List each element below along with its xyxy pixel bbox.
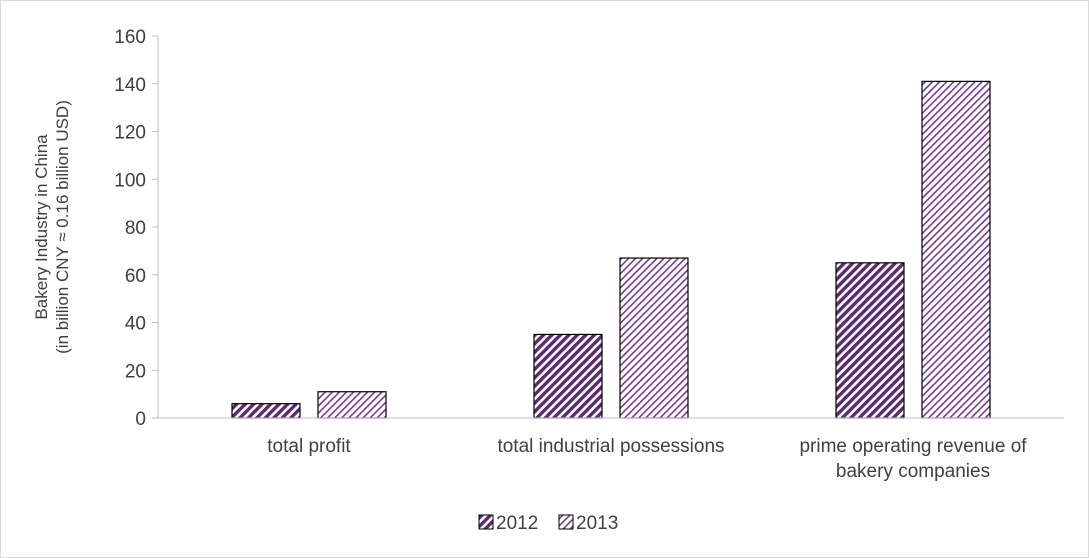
bar-2012-2 — [835, 262, 905, 419]
y-tick-label: 0 — [135, 409, 146, 430]
y-tick-label: 140 — [114, 75, 146, 96]
y-tick-label: 60 — [125, 266, 146, 287]
bar-2013-0 — [317, 391, 387, 419]
bar-2012-0 — [231, 403, 301, 419]
legend-label-2013: 2013 — [576, 513, 618, 534]
y-tick-label: 20 — [125, 361, 146, 382]
y-axis: 0 20 40 60 80 100 120 140 160 Bakery Industry in … — [32, 27, 159, 430]
legend: 2012 2013 — [478, 513, 618, 534]
bars — [231, 80, 991, 419]
x-category-label: total industrial possessions — [497, 436, 724, 457]
bar-2013-2 — [921, 80, 991, 419]
y-tick-label: 160 — [114, 27, 146, 48]
y-tick-label: 40 — [125, 314, 146, 335]
x-category-label: total profit — [267, 436, 351, 457]
legend-swatch-2012 — [478, 514, 494, 530]
y-tick-label: 100 — [114, 170, 146, 191]
x-category-label: prime operating revenue of bakery compani… — [799, 436, 1027, 482]
y-tick-label: 120 — [114, 123, 146, 144]
bar-2013-1 — [619, 257, 689, 419]
legend-swatch-2013 — [558, 514, 574, 530]
x-axis: total profit total industrial possessions… — [158, 417, 1064, 482]
legend-label-2012: 2012 — [496, 513, 538, 534]
y-axis-label: Bakery Industry in China (in billion CNY … — [32, 100, 72, 354]
bar-2012-1 — [533, 333, 603, 419]
y-tick-label: 80 — [125, 218, 146, 239]
